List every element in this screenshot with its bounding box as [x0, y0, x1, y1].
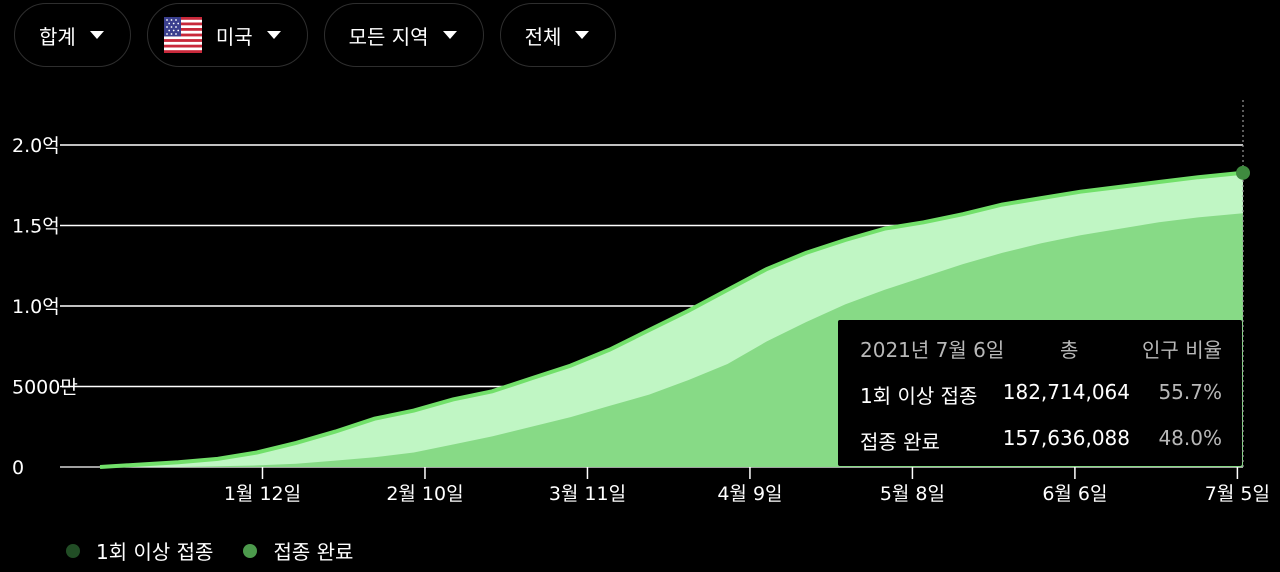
region-label: 모든 지역 — [348, 24, 429, 49]
tooltip-row-total: 157,636,088 — [1002, 426, 1130, 450]
legend-label: 1회 이상 접종 — [96, 540, 214, 564]
legend-dot — [66, 543, 80, 558]
x-tick-label: 1월 12일 — [224, 483, 301, 505]
group-dropdown[interactable]: 전체 — [499, 3, 617, 67]
tooltip-row-ratio: 48.0% — [1158, 426, 1222, 450]
tooltip-row-ratio: 55.7% — [1158, 380, 1222, 404]
aggregation-label: 합계 — [39, 24, 76, 49]
legend-item-first-dose[interactable]: 1회 이상 접종 — [66, 536, 213, 565]
y-tick-label: 2.0억 — [12, 135, 60, 157]
x-tick-label: 5월 8일 — [880, 483, 945, 505]
tooltip-row-total: 182,714,064 — [1002, 380, 1130, 404]
legend: 1회 이상 접종 접종 완료 — [66, 536, 353, 565]
caret-down-icon — [89, 31, 104, 39]
filter-bar: 합계 미국 모든 지 — [14, 3, 617, 67]
y-tick-label: 1.0억 — [12, 296, 60, 318]
country-label: 미국 — [215, 24, 253, 49]
tooltip-total-header: 총 — [1060, 338, 1079, 362]
x-tick-label: 2월 10일 — [386, 483, 463, 505]
y-tick-label: 1.5억 — [12, 216, 60, 238]
tooltip-row-label: 1회 이상 접종 — [860, 384, 978, 408]
x-tick-label: 7월 5일 — [1205, 483, 1270, 505]
y-tick-label: 5000만 — [12, 377, 78, 399]
x-tick-label: 4월 9일 — [717, 483, 782, 505]
hover-marker — [1236, 165, 1250, 180]
x-tick-label: 6월 6일 — [1042, 483, 1107, 505]
caret-down-icon — [442, 31, 457, 39]
legend-dot — [243, 543, 258, 558]
first-dose-line — [99, 170, 1244, 469]
legend-item-fully-vaccinated[interactable]: 접종 완료 — [243, 536, 353, 565]
x-tick-label: 3월 11일 — [549, 483, 626, 505]
country-dropdown[interactable]: 미국 — [146, 3, 308, 67]
caret-down-icon — [266, 31, 281, 39]
tooltip: 2021년 7월 6일 총 인구 비율 1회 이상 접종 182,714,064… — [838, 320, 1242, 466]
tooltip-date: 2021년 7월 6일 — [860, 338, 1005, 362]
region-dropdown[interactable]: 모든 지역 — [323, 3, 484, 67]
tooltip-ratio-header: 인구 비율 — [1142, 338, 1222, 362]
caret-down-icon — [575, 31, 590, 39]
tooltip-row-label: 접종 완료 — [860, 430, 940, 454]
us-flag-icon — [163, 17, 202, 53]
aggregation-dropdown[interactable]: 합계 — [14, 3, 131, 67]
y-tick-label: 0 — [12, 457, 24, 479]
group-label: 전체 — [524, 24, 562, 49]
legend-label: 접종 완료 — [273, 540, 354, 564]
